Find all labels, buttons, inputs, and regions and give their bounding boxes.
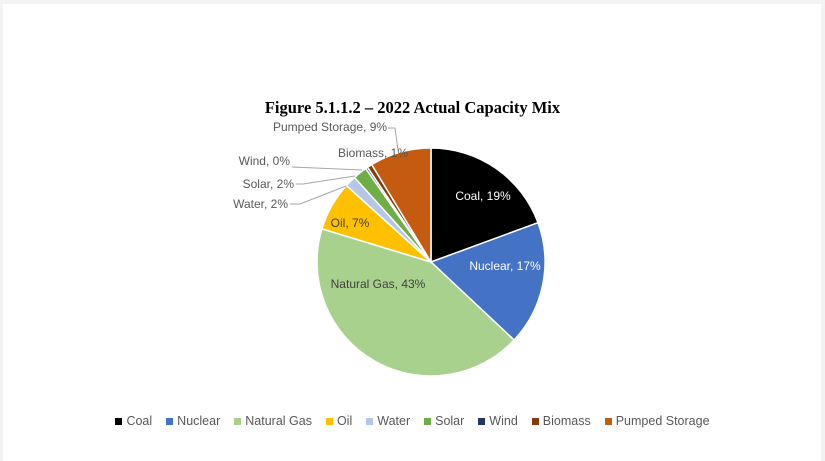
pie-slices <box>316 147 546 377</box>
data-labels: Coal, 19% Nuclear, 17% Natural Gas, 43% Oil… <box>233 120 541 291</box>
data-label: Solar, 2% <box>243 177 295 191</box>
legend: Coal Nuclear Natural Gas Oil Water Solar… <box>0 414 825 428</box>
legend-item-nuclear: Nuclear <box>166 414 220 428</box>
legend-label: Biomass <box>542 414 591 428</box>
legend-label: Water <box>377 414 411 428</box>
leader-line <box>296 175 356 185</box>
data-label: Nuclear, 17% <box>469 259 541 273</box>
legend-item-coal: Coal <box>115 414 152 428</box>
chart-title: Figure 5.1.1.2 – 2022 Actual Capacity Mi… <box>264 98 561 117</box>
legend-swatch-icon <box>234 417 242 425</box>
leader-lines <box>290 127 399 205</box>
data-label: Pumped Storage, 9% <box>273 120 387 134</box>
legend-label: Wind <box>489 414 518 428</box>
legend-item-biomass: Biomass <box>531 414 591 428</box>
pie-slice-natural-gas <box>316 227 516 377</box>
data-label: Wind, 0% <box>239 154 291 168</box>
legend-label: Natural Gas <box>245 414 312 428</box>
leader-line <box>290 185 347 205</box>
legend-swatch-icon <box>166 417 174 425</box>
legend-swatch-icon <box>604 417 612 425</box>
legend-swatch-icon <box>366 417 374 425</box>
legend-swatch-icon <box>424 417 432 425</box>
pie-slice-pumped-storage <box>370 147 432 265</box>
data-label: Biomass, 1% <box>338 146 408 160</box>
pie-slice-nuclear <box>429 221 546 342</box>
legend-label: Coal <box>126 414 153 428</box>
pie-slice-coal <box>430 147 539 264</box>
legend-label: Nuclear <box>177 414 221 428</box>
legend-item-solar: Solar <box>424 414 464 428</box>
legend-item-wind: Wind <box>478 414 518 428</box>
legend-swatch-icon <box>115 417 123 425</box>
legend-label: Oil <box>336 414 353 428</box>
data-label: Water, 2% <box>233 197 288 211</box>
data-label: Coal, 19% <box>455 189 511 203</box>
legend-item-oil: Oil <box>325 414 353 428</box>
data-label: Oil, 7% <box>331 216 370 230</box>
legend-swatch-icon <box>325 417 333 425</box>
leader-line <box>388 127 399 151</box>
data-label: Natural Gas, 43% <box>331 277 426 291</box>
legend-swatch-icon <box>478 417 486 425</box>
legend-item-pumped-storage: Pumped Storage <box>604 414 710 428</box>
legend-item-water: Water <box>366 414 410 428</box>
legend-label: Solar <box>435 414 465 428</box>
legend-swatch-icon <box>531 417 539 425</box>
legend-item-natural-gas: Natural Gas <box>234 414 312 428</box>
legend-label: Pumped Storage <box>615 414 710 428</box>
leader-line <box>291 166 363 171</box>
